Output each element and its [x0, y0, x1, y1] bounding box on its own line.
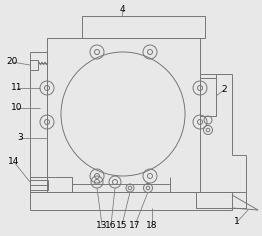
Text: 14: 14	[8, 157, 20, 167]
Text: 16: 16	[105, 220, 117, 229]
Bar	[196, 192, 246, 208]
Bar	[30, 177, 72, 192]
Bar	[200, 78, 216, 116]
Bar	[82, 16, 205, 38]
Bar	[30, 52, 47, 192]
Text: 4: 4	[119, 5, 125, 14]
Text: 20: 20	[6, 58, 18, 67]
Text: 2: 2	[221, 85, 227, 94]
Text: 17: 17	[129, 220, 141, 229]
Bar	[47, 38, 200, 192]
Text: 11: 11	[11, 84, 23, 93]
Bar	[30, 60, 38, 70]
Bar	[200, 74, 216, 78]
Text: 3: 3	[17, 134, 23, 143]
Bar	[30, 180, 48, 190]
Text: 10: 10	[11, 104, 23, 113]
Text: 15: 15	[116, 220, 128, 229]
Text: 18: 18	[146, 220, 158, 229]
Text: 13: 13	[96, 220, 108, 229]
Bar	[30, 192, 232, 210]
Text: 1: 1	[234, 218, 240, 227]
